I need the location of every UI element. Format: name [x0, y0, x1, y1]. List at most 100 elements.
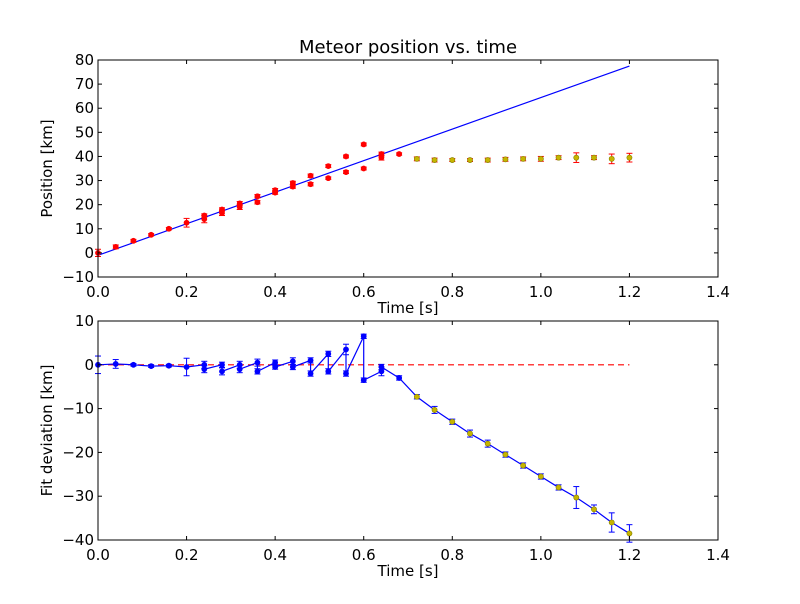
deviation-data-point [325, 350, 332, 357]
deviation-y-tick-label: −20 [62, 443, 94, 461]
position-data-point [360, 165, 367, 172]
deviation-data-point [325, 368, 332, 375]
position-data-point [236, 200, 243, 207]
position-data-point [272, 187, 279, 194]
deviation-axes: 0.0 0.2 0.4 0.6 0.8 1.0 1.2 1.4−40−30−20−10010 … [38, 312, 730, 580]
position-axes-frame [97, 59, 719, 278]
deviation-data-point [591, 506, 597, 513]
position-data-point [307, 172, 314, 179]
deviation-data-point [307, 370, 314, 377]
deviation-data-point [254, 368, 261, 375]
deviation-data-point [449, 418, 456, 425]
deviation-data-point [343, 370, 349, 377]
position-x-tick-label: 1.2 [617, 283, 641, 301]
deviation-y-tick-label: 0 [84, 356, 94, 374]
deviation-data-point [626, 530, 633, 537]
deviation-data-point [608, 519, 615, 526]
position-data-point [343, 169, 349, 176]
deviation-x-tick-label: 0.8 [440, 546, 464, 564]
position-axes: 0.0 0.2 0.4 0.6 0.8 1.0 1.2 1.4 −10 0 10 20 30 40 50 60… [38, 37, 730, 317]
position-x-tick-label: 0.8 [440, 283, 464, 301]
deviation-marks [95, 333, 633, 543]
deviation-data-point [165, 362, 172, 369]
deviation-data-point [431, 407, 438, 413]
deviation-data-point [396, 375, 403, 381]
position-ticks: 0.0 0.2 0.4 0.6 0.8 1.0 1.2 1.4 −10 0 10 20 30 40 50 60… [62, 51, 730, 301]
deviation-x-axis-label: Time [s] [377, 562, 439, 580]
deviation-data-point [555, 484, 562, 491]
position-y-tick-label: −10 [62, 268, 94, 286]
position-data-point [360, 141, 367, 148]
deviation-data-point [183, 364, 190, 370]
deviation-x-tick-label: 0.0 [86, 546, 110, 564]
position-y-tick-label: 0 [84, 244, 94, 262]
position-data-point [325, 163, 332, 169]
deviation-data-point [343, 346, 349, 353]
deviation-x-tick-label: 0.6 [352, 546, 376, 564]
position-data-point [608, 155, 615, 162]
deviation-data-point [289, 358, 296, 365]
position-data-point [573, 154, 580, 161]
position-x-tick-label: 0.2 [175, 283, 199, 301]
position-y-tick-label: 30 [75, 172, 94, 190]
position-x-tick-label: 1.0 [529, 283, 553, 301]
deviation-data-point [467, 430, 473, 437]
deviation-axes-frame [97, 320, 719, 541]
deviation-data-point [112, 361, 119, 367]
deviation-x-tick-label: 0.2 [175, 546, 199, 564]
position-data-point [520, 155, 527, 162]
deviation-ticks: 0.0 0.2 0.4 0.6 0.8 1.0 1.2 1.4 −40 −30 −20 −10 0 10 [62, 312, 730, 564]
position-y-tick-label: 50 [75, 123, 94, 141]
position-y-tick-label: 80 [75, 51, 94, 69]
position-y-axis-label: Position [km] [38, 119, 56, 217]
position-data-point [396, 151, 403, 157]
position-data-point [325, 175, 332, 182]
position-y-tick-label: 20 [75, 196, 94, 214]
position-x-tick-label: 0.6 [352, 283, 376, 301]
deviation-data-point [219, 361, 225, 368]
deviation-y-tick-label: −30 [62, 487, 94, 505]
deviation-x-tick-label: 1.0 [529, 546, 553, 564]
deviation-data-point [254, 359, 261, 366]
position-x-tick-label: 1.4 [706, 283, 730, 301]
position-data-point [484, 157, 491, 163]
position-y-tick-label: 40 [75, 147, 94, 165]
deviation-data-point [520, 462, 527, 469]
position-data-point [130, 237, 137, 244]
deviation-x-tick-label: 1.2 [617, 546, 641, 564]
position-data-point [413, 155, 420, 162]
deviation-data-point [537, 473, 544, 480]
position-x-tick-label: 0.0 [86, 283, 110, 301]
deviation-data-point [201, 366, 208, 373]
deviation-data-point [130, 361, 137, 368]
deviation-data-point [360, 333, 367, 340]
position-data-point [165, 225, 172, 232]
position-data-point [148, 231, 155, 238]
position-data-point [201, 212, 208, 219]
position-data-point [467, 157, 473, 163]
deviation-x-tick-label: 1.4 [706, 546, 730, 564]
position-y-tick-label: 10 [75, 220, 94, 238]
deviation-x-tick-label: 0.4 [263, 546, 287, 564]
position-data-point [112, 243, 119, 250]
position-data-point [537, 155, 544, 162]
position-data-point [183, 219, 190, 226]
position-data-point [555, 154, 562, 161]
position-data-point [219, 206, 225, 213]
position-marks [95, 65, 633, 258]
position-data-point [289, 180, 296, 186]
position-chart-title: Meteor position vs. time [299, 37, 517, 58]
position-x-axis-label: Time [s] [377, 299, 439, 317]
deviation-data-point [413, 393, 420, 400]
position-data-point [254, 199, 261, 206]
position-data-point [343, 153, 349, 160]
deviation-data-point [272, 364, 279, 370]
deviation-y-axis-label: Fit deviation [km] [38, 365, 56, 497]
position-y-tick-label: 70 [75, 75, 94, 93]
position-plot-area [98, 60, 718, 277]
position-y-tick-label: 60 [75, 99, 94, 117]
position-data-point [254, 193, 261, 200]
deviation-data-point [378, 364, 385, 370]
